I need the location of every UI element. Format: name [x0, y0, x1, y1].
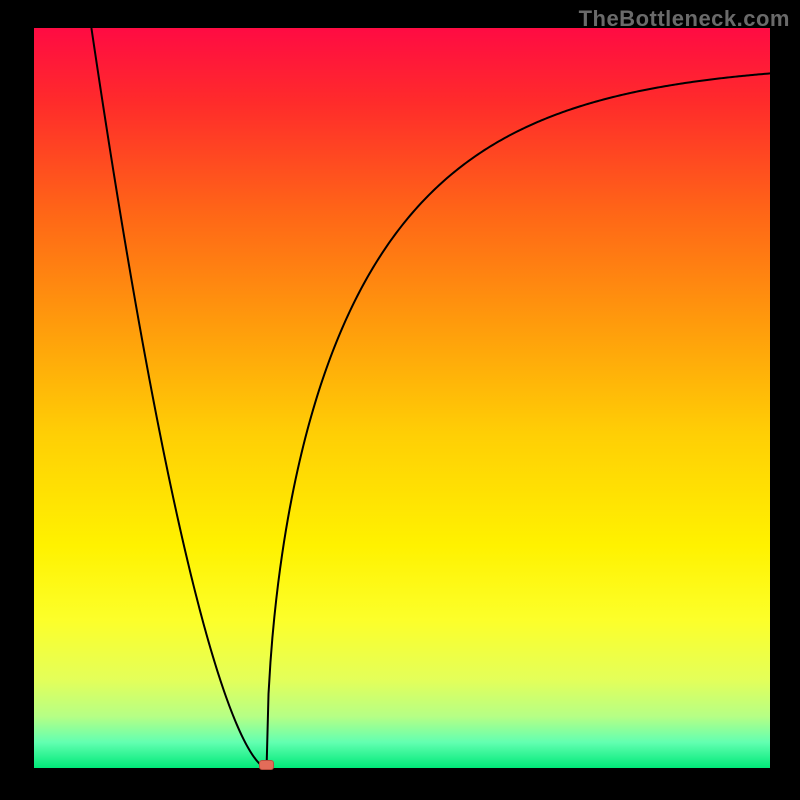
- minimum-marker: [259, 760, 274, 770]
- watermark-text: TheBottleneck.com: [579, 6, 790, 32]
- frame-right: [770, 0, 800, 800]
- bottleneck-curve-plot: [0, 0, 800, 800]
- chart-canvas: TheBottleneck.com: [0, 0, 800, 800]
- frame-left: [0, 0, 34, 800]
- gradient-background: [34, 28, 770, 768]
- frame-bottom: [0, 768, 800, 800]
